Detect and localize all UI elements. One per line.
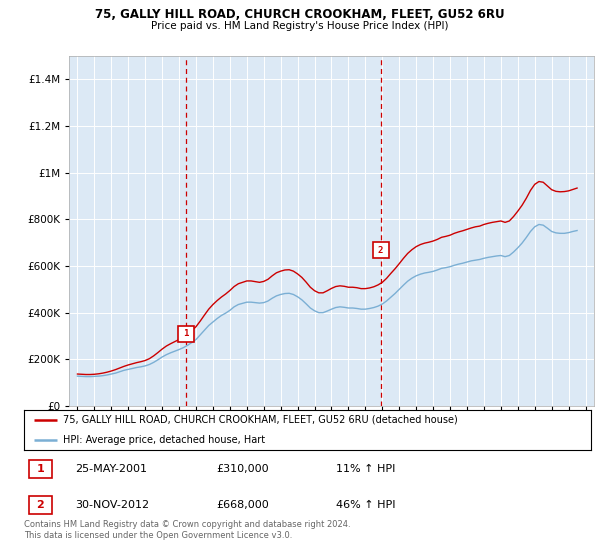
- Text: £668,000: £668,000: [217, 500, 269, 510]
- Text: 75, GALLY HILL ROAD, CHURCH CROOKHAM, FLEET, GU52 6RU: 75, GALLY HILL ROAD, CHURCH CROOKHAM, FL…: [95, 8, 505, 21]
- Text: 1: 1: [37, 464, 44, 474]
- Text: Price paid vs. HM Land Registry's House Price Index (HPI): Price paid vs. HM Land Registry's House …: [151, 21, 449, 31]
- Text: 30-NOV-2012: 30-NOV-2012: [75, 500, 149, 510]
- Text: 2: 2: [37, 500, 44, 510]
- Text: £310,000: £310,000: [217, 464, 269, 474]
- Text: 2: 2: [378, 246, 383, 255]
- Text: Contains HM Land Registry data © Crown copyright and database right 2024.
This d: Contains HM Land Registry data © Crown c…: [24, 520, 350, 540]
- Text: 25-MAY-2001: 25-MAY-2001: [75, 464, 147, 474]
- Text: 1: 1: [183, 329, 188, 338]
- FancyBboxPatch shape: [29, 496, 52, 514]
- Text: 46% ↑ HPI: 46% ↑ HPI: [336, 500, 395, 510]
- Text: 11% ↑ HPI: 11% ↑ HPI: [336, 464, 395, 474]
- FancyBboxPatch shape: [29, 460, 52, 478]
- Text: 75, GALLY HILL ROAD, CHURCH CROOKHAM, FLEET, GU52 6RU (detached house): 75, GALLY HILL ROAD, CHURCH CROOKHAM, FL…: [62, 415, 457, 425]
- Text: HPI: Average price, detached house, Hart: HPI: Average price, detached house, Hart: [62, 435, 265, 445]
